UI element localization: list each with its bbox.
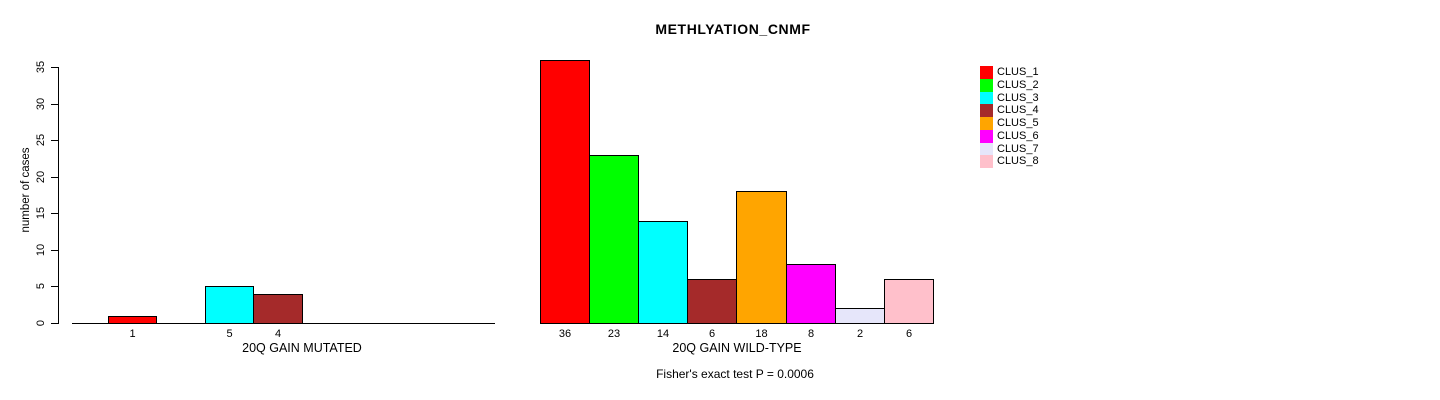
y-tick-mark — [51, 286, 58, 287]
y-tick-label: 25 — [35, 133, 47, 147]
legend-label-clus_3: CLUS_3 — [997, 92, 1039, 104]
bar-value-label: 8 — [807, 328, 815, 340]
y-axis-label: number of cases — [20, 147, 32, 233]
y-tick-label: 10 — [35, 243, 47, 257]
legend-label-clus_4: CLUS_4 — [997, 104, 1039, 116]
legend-label-clus_1: CLUS_1 — [997, 66, 1039, 78]
y-tick-label: 5 — [35, 282, 47, 290]
legend-label-clus_5: CLUS_5 — [997, 117, 1039, 129]
y-tick-mark — [51, 323, 58, 324]
legend-swatch-clus_1 — [980, 66, 993, 79]
legend-swatch-clus_7 — [980, 143, 993, 156]
y-tick-mark — [51, 67, 58, 68]
bar-value-label: 4 — [274, 328, 282, 340]
y-tick-label: 20 — [35, 170, 47, 184]
chart-title: METHLYATION_CNMF — [655, 21, 811, 37]
x-axis-label-mutated: 20Q GAIN MUTATED — [242, 341, 362, 355]
y-tick-mark — [51, 177, 58, 178]
bar-value-label: 2 — [856, 328, 864, 340]
bar-clus_5 — [736, 191, 787, 324]
fisher-test-annotation: Fisher's exact test P = 0.0006 — [656, 367, 814, 381]
bar-value-label: 18 — [755, 328, 768, 340]
legend-swatch-clus_5 — [980, 117, 993, 130]
legend-label-clus_6: CLUS_6 — [997, 130, 1039, 142]
bar-value-label: 14 — [656, 328, 670, 340]
bar-value-label: 6 — [905, 328, 913, 340]
y-tick-label: 30 — [35, 97, 47, 111]
y-tick-label: 0 — [35, 319, 47, 327]
bar-clus_3 — [205, 286, 254, 324]
legend-swatch-clus_6 — [980, 130, 993, 143]
bar-clus_1 — [108, 316, 157, 324]
bar-clus_6 — [786, 264, 836, 324]
legend-label-clus_8: CLUS_8 — [997, 155, 1039, 167]
bar-clus_1 — [540, 60, 590, 324]
bar-value-label: 36 — [558, 328, 572, 340]
legend-swatch-clus_3 — [980, 92, 993, 105]
legend-swatch-clus_2 — [980, 79, 993, 92]
bar-clus_4 — [687, 279, 737, 324]
y-tick-mark — [51, 140, 58, 141]
y-tick-label: 35 — [35, 60, 47, 74]
legend-swatch-clus_4 — [980, 104, 993, 117]
bar-clus_4 — [253, 294, 303, 324]
y-tick-mark — [51, 250, 58, 251]
bar-clus_3 — [638, 221, 688, 324]
legend-label-clus_2: CLUS_2 — [997, 79, 1039, 91]
bar-clus_8 — [884, 279, 934, 324]
bar-value-label: 1 — [129, 328, 136, 340]
x-axis-label-wild-type: 20Q GAIN WILD-TYPE — [672, 341, 802, 355]
y-tick-label: 15 — [35, 206, 47, 220]
bar-value-label: 23 — [607, 328, 621, 340]
y-axis-line — [58, 67, 59, 324]
legend-swatch-clus_8 — [980, 155, 993, 168]
bar-value-label: 6 — [708, 328, 716, 340]
bar-value-label: 5 — [226, 328, 233, 340]
y-tick-mark — [51, 104, 58, 105]
y-tick-mark — [51, 213, 58, 214]
bar-clus_2 — [589, 155, 639, 324]
legend-label-clus_7: CLUS_7 — [997, 143, 1039, 155]
bar-clus_7 — [835, 308, 885, 324]
